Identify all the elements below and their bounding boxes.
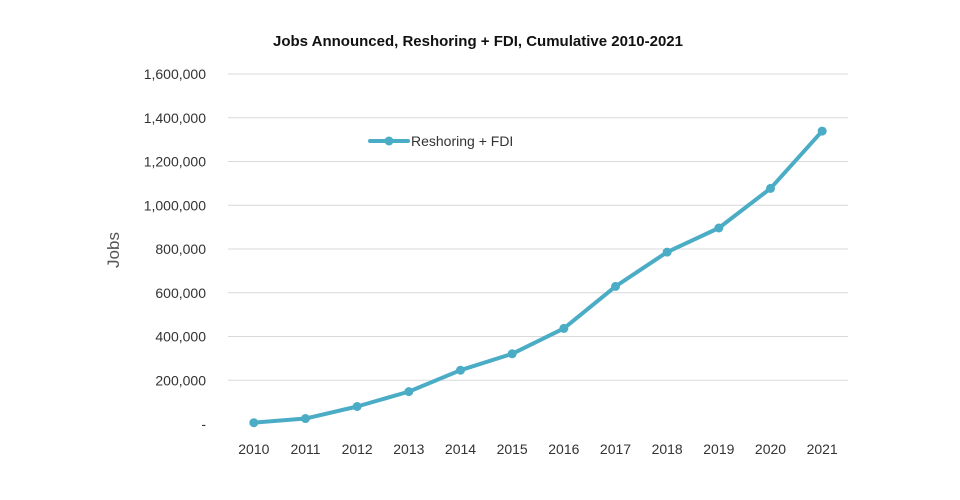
x-tick-label: 2015 [497, 441, 528, 457]
chart-title: Jobs Announced, Reshoring + FDI, Cumulat… [273, 33, 683, 50]
data-point [404, 387, 414, 397]
gridlines [228, 73, 848, 381]
x-tick-label: 2010 [238, 441, 269, 457]
legend-point-marker [384, 136, 394, 146]
x-tick-label: 2019 [703, 441, 734, 457]
x-tick-label: 2016 [548, 441, 579, 457]
data-point [766, 183, 775, 193]
legend-label: Reshoring + FDI [411, 133, 513, 149]
legend: Reshoring + FDI [368, 133, 513, 149]
y-tick-label: 1,200,000 [144, 154, 206, 170]
x-axis-ticks: 2010 2011 2012 2013 2014 2015 2016 2017 2018 2019… [238, 441, 838, 457]
series-line [251, 129, 825, 425]
y-tick-label: 200,000 [155, 372, 206, 388]
y-axis-ticks: - 200,000 400,000 600,000 800,000 1,000,000 1,… [144, 66, 207, 432]
data-point [249, 418, 259, 428]
y-axis-label: Jobs [104, 232, 123, 268]
data-point [456, 365, 465, 375]
data-point [611, 281, 620, 291]
x-tick-label: 2014 [445, 441, 476, 457]
data-point [714, 223, 724, 233]
data-point [507, 349, 517, 359]
y-tick-label: 400,000 [155, 329, 206, 345]
x-tick-label: 2012 [342, 441, 373, 457]
y-tick-label: - [201, 416, 206, 432]
y-tick-label: 800,000 [155, 241, 206, 257]
x-tick-label: 2020 [755, 441, 786, 457]
x-tick-label: 2013 [393, 441, 424, 457]
data-point [662, 247, 672, 257]
x-tick-label: 2011 [290, 441, 320, 457]
data-point [352, 402, 362, 411]
x-tick-label: 2021 [807, 441, 838, 457]
data-point [559, 323, 569, 333]
y-tick-label: 1,000,000 [144, 197, 206, 213]
data-point [301, 414, 310, 424]
x-tick-label: 2017 [600, 441, 631, 457]
y-tick-label: 600,000 [155, 285, 206, 301]
x-tick-label: 2018 [652, 441, 683, 457]
data-point [817, 126, 827, 136]
y-tick-label: 1,400,000 [144, 110, 206, 126]
series-group [249, 126, 827, 428]
y-tick-label: 1,600,000 [144, 66, 206, 82]
